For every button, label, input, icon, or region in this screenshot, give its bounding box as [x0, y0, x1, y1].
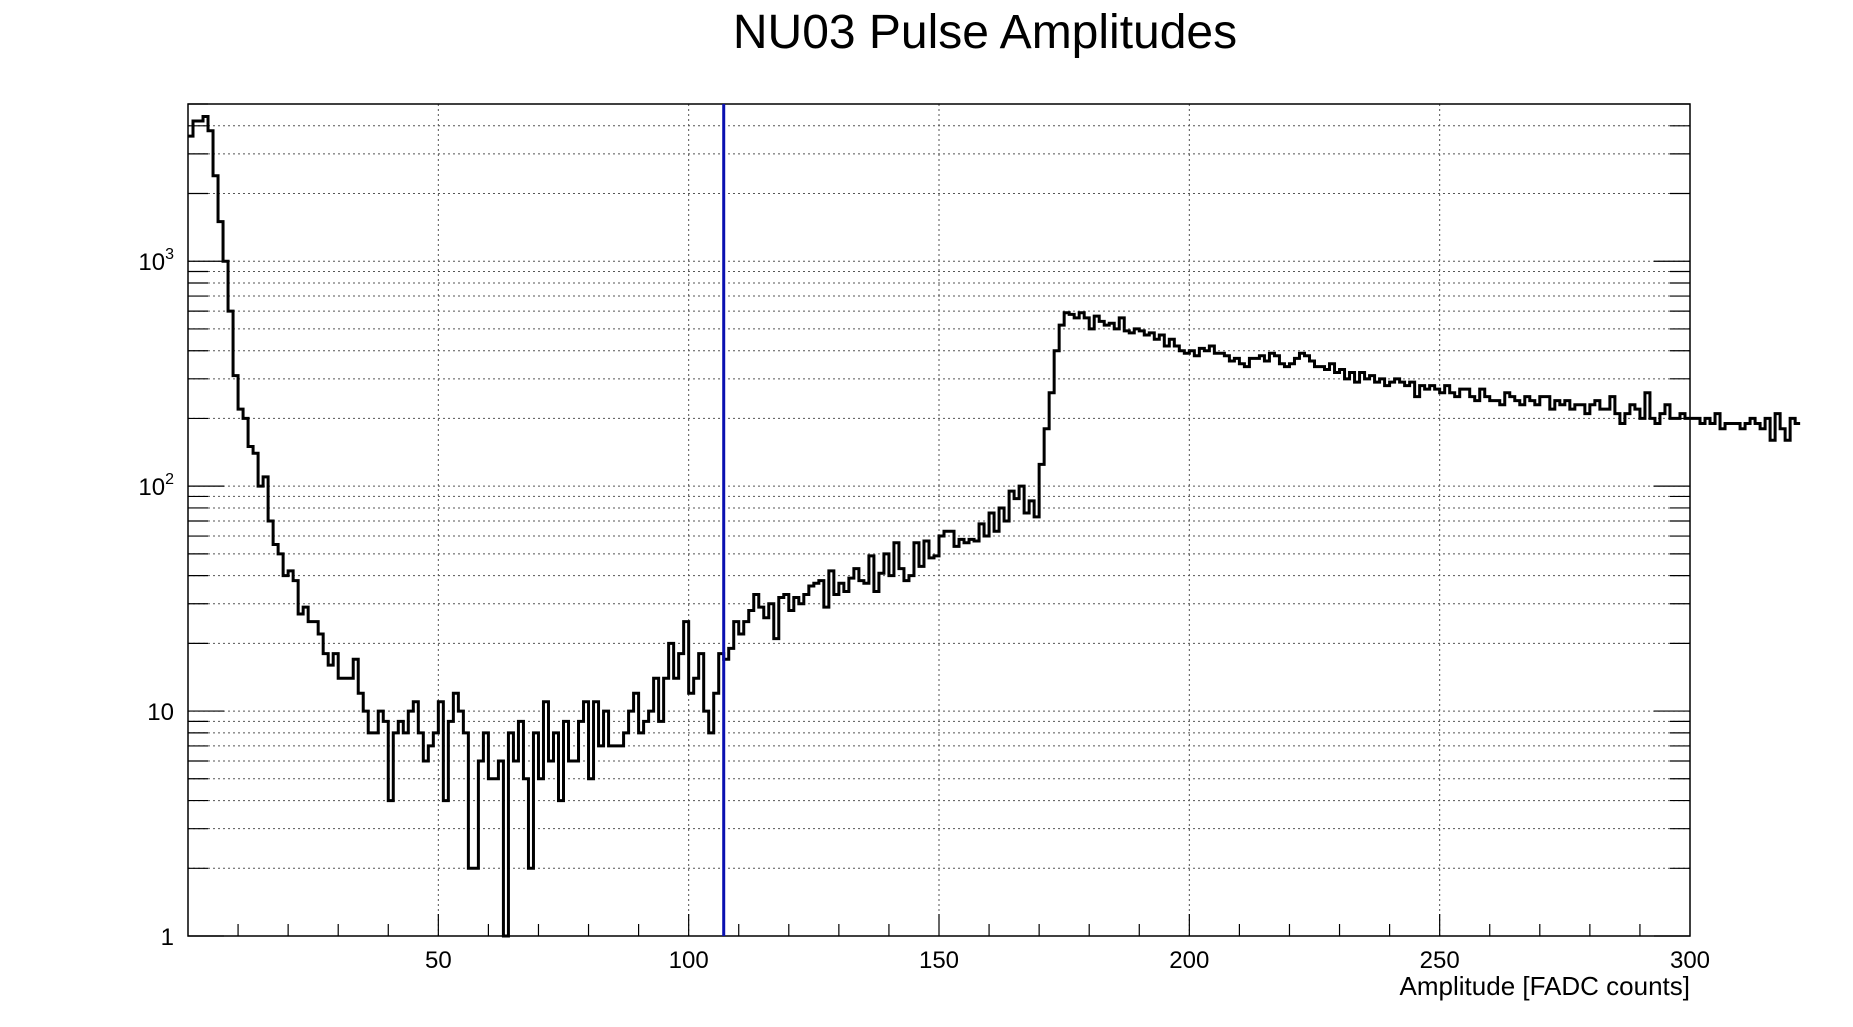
y-tick-labels: 1 10 102 103	[138, 246, 174, 951]
y-tick-label: 10	[147, 699, 174, 726]
x-tick-labels: 50 100 150 200 250 300	[425, 947, 1710, 974]
y-tick-label: 103	[138, 246, 174, 276]
chart-title: NU03 Pulse Amplitudes	[733, 6, 1237, 59]
y-tick-label: 102	[138, 471, 174, 501]
x-axis-label: Amplitude [FADC counts]	[1400, 971, 1690, 1001]
x-tick-label: 50	[425, 947, 452, 974]
y-tick-label: 1	[161, 924, 174, 951]
histogram-series	[188, 114, 1801, 938]
x-tick-label: 250	[1420, 947, 1460, 974]
x-tick-label: 150	[919, 947, 959, 974]
x-tick-label: 200	[1169, 947, 1209, 974]
grid-lines	[188, 103, 1690, 936]
axis-ticks	[188, 103, 1690, 937]
x-tick-label: 100	[669, 947, 709, 974]
x-tick-label: 300	[1670, 947, 1710, 974]
